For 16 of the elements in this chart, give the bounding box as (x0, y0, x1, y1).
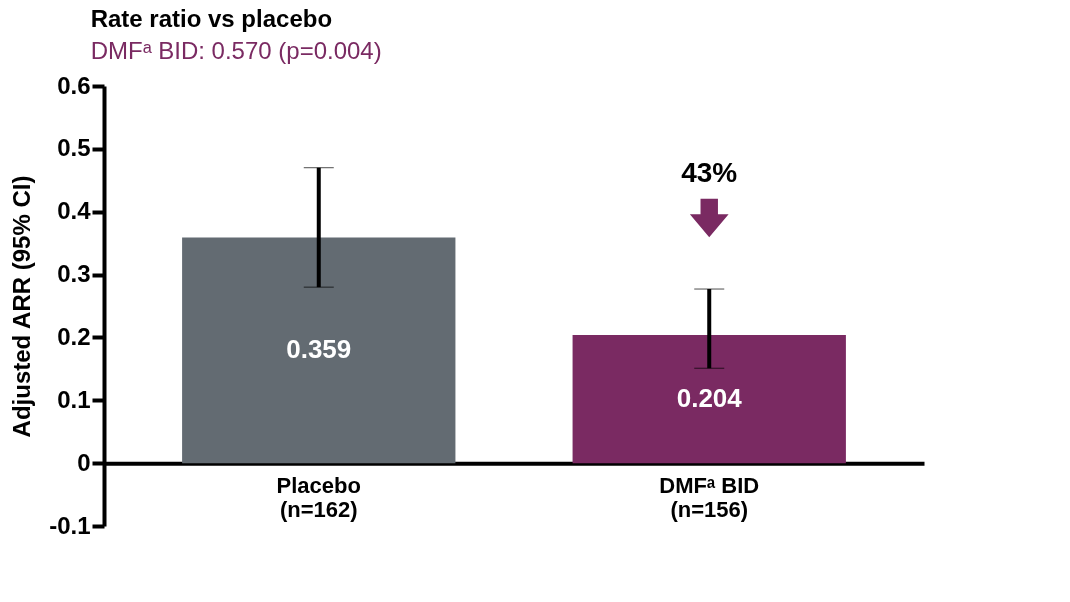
y-tick-label: 0.1 (57, 385, 91, 413)
data-label: 0.204 (676, 383, 743, 414)
y-tick-label: 0.4 (57, 197, 92, 225)
annotation: 43% (681, 157, 738, 188)
y-tick-label: 0.6 (57, 71, 91, 99)
x-tick-label: Placebo (n=162) (276, 472, 361, 522)
y-tick-label: 0.3 (57, 260, 91, 288)
y-tick-label: -0.1 (49, 511, 91, 539)
y-tick-label: 0.5 (57, 134, 91, 162)
data-label: 0.359 (286, 334, 352, 365)
chart-subtitle: DMFᵃ BID: 0.570 (p=0.004) (90, 37, 382, 64)
y-axis-title: Adjusted ARR (95% CI) (8, 175, 36, 438)
y-tick-label: 0.2 (57, 322, 91, 350)
y-tick-label: 0 (77, 448, 91, 476)
chart-title: Rate ratio vs placebo (90, 5, 333, 32)
x-tick-label: DMFᵃ BID (n=156) (659, 472, 760, 522)
